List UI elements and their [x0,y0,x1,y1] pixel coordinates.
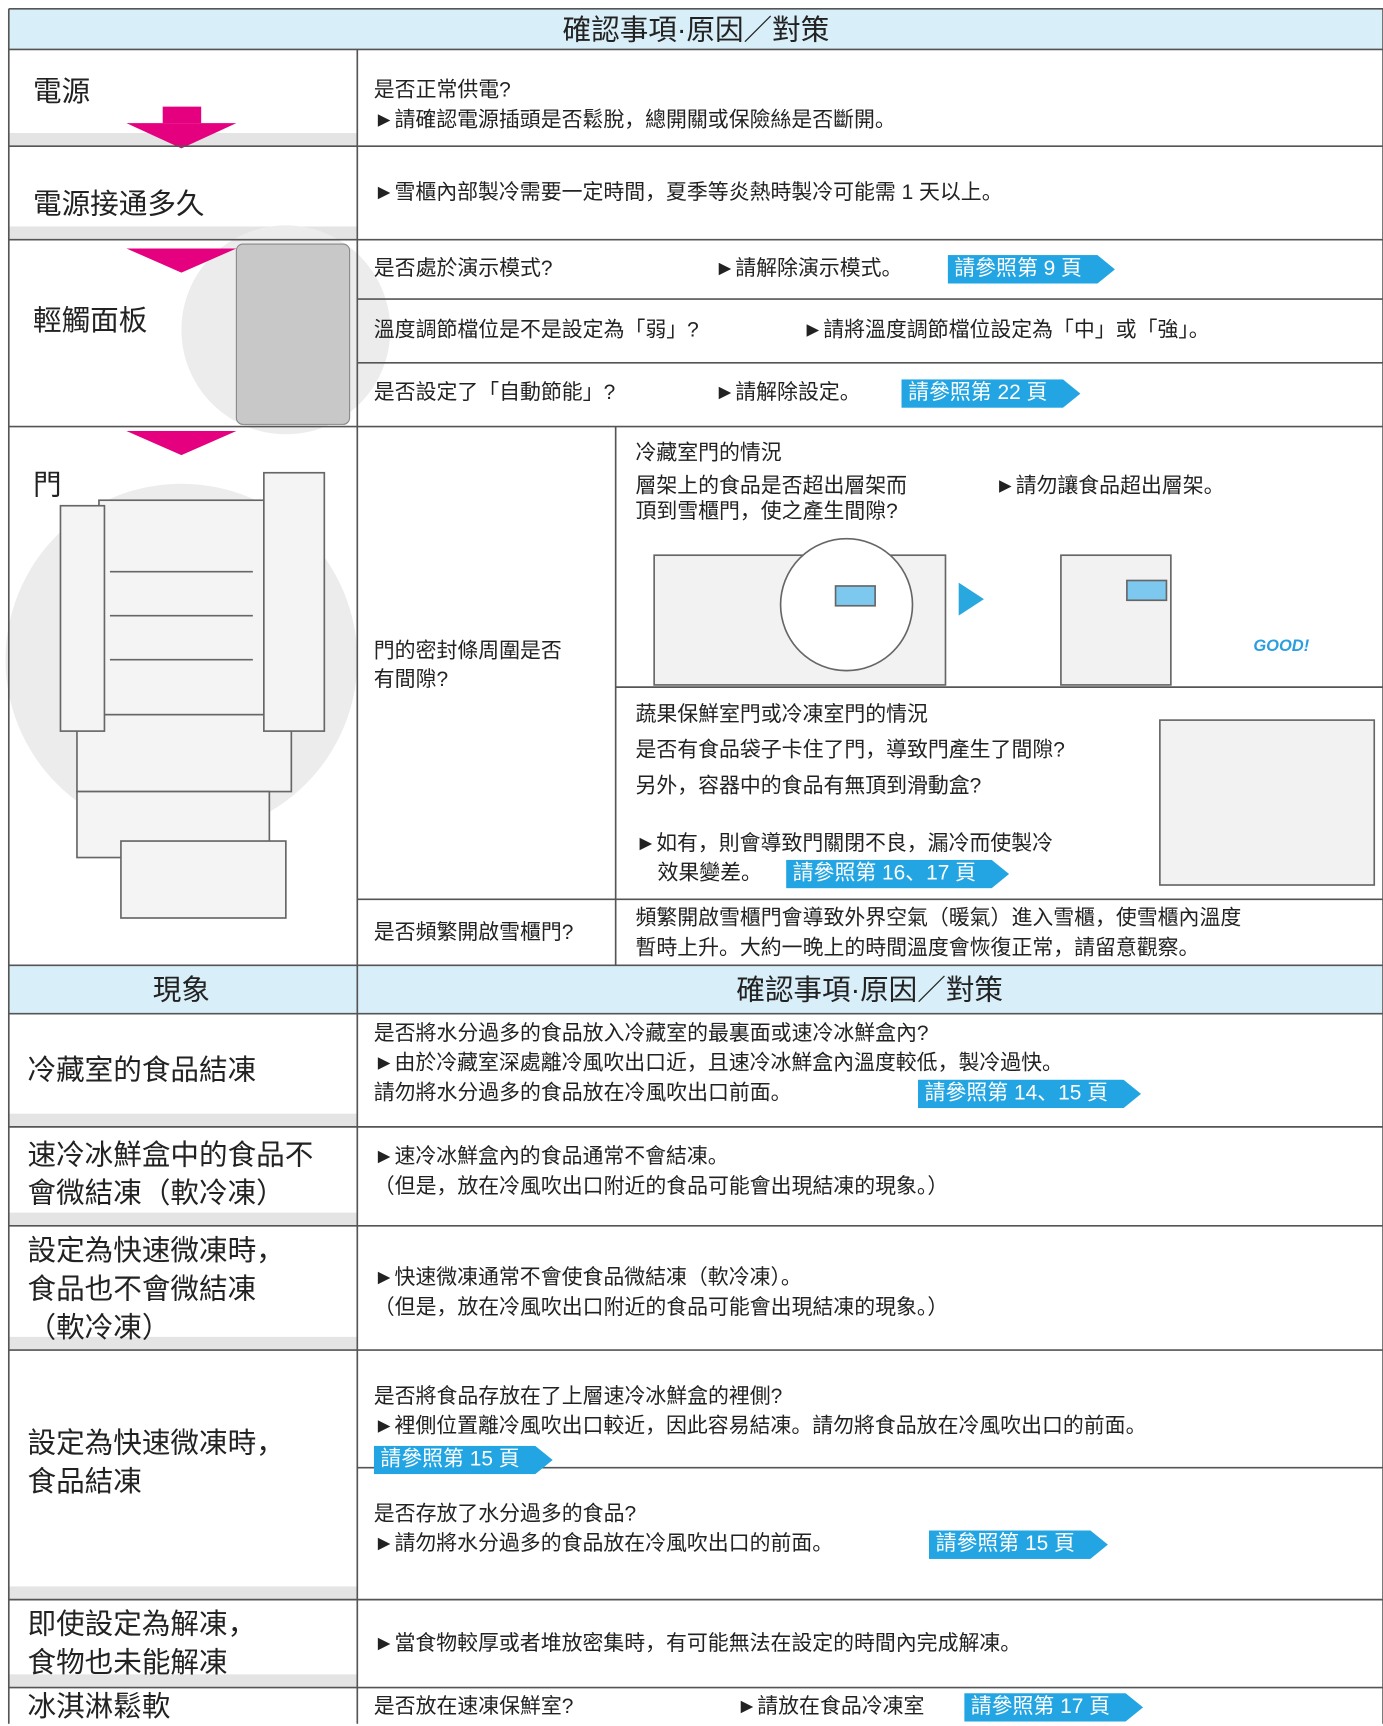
check: 層架上的食品是否超出層架而 [635,474,908,499]
line: 是否將食品存放在了上層速冷冰鮮盒的裡側? [373,1385,783,1409]
touch-panel-illustration [235,243,351,425]
line: ►快速微凍通常不會使食品微結凍（軟冷凍）。 [373,1266,802,1290]
case-title: 冷藏室門的情況 [635,441,782,466]
line: 請勿將水分過多的食品放在冷風吹出口前面。 [373,1081,792,1105]
left-strips [8,133,358,1688]
row-label: 食物也未能解凍 [27,1645,228,1679]
action: ►請解除演示模式。 [714,257,903,281]
page-ref: 請參照第 15 頁 [374,1446,553,1475]
page-ref: 請參照第 14、15 頁 [918,1080,1141,1109]
check: 頂到雪櫃門，使之產生間隙? [635,500,898,524]
check: 另外，容器中的食品有無頂到滑動盒? [635,775,982,799]
check: 是否處於演示模式? [373,257,553,281]
action: ►請將溫度調節檔位設定為「中」或「強」。 [802,318,1210,342]
row-label: 設定為快速微凍時， [27,1425,285,1459]
header-bg [8,8,1383,50]
page-ref: 請參照第 22 頁 [902,379,1081,408]
row-label: （軟冷凍） [27,1310,171,1344]
line: ►請勿將水分過多的食品放在冷風吹出口的前面。 [373,1532,834,1556]
check: 是否有食品袋子卡住了門，導致門產生了間隙? [635,738,1065,762]
line: ►裡側位置離冷風吹出口較近，因此容易結凍。請勿將食品放在冷風吹出口的前面。 [373,1414,1147,1439]
page-ref: 請參照第 16、17 頁 [786,860,1009,889]
row-label: 輕觸面板 [32,303,148,337]
page-ref: 請參照第 15 頁 [929,1530,1108,1559]
action: ►請放在食品冷凍室 [736,1695,925,1719]
line: 是否存放了水分過多的食品? [373,1502,637,1526]
row-label: 門 [32,468,62,502]
check: 是否放在速凍保鮮室? [373,1695,574,1719]
grid-lines [7,7,1383,1724]
page-ref: 請參照第 9 頁 [948,255,1115,284]
row-label: 食品結凍 [27,1464,142,1498]
action: 暫時上升。大約一晚上的時間溫度會恢復正常，請留意觀察。 [635,936,1200,960]
header-title: 確認事項·原因／對策 [736,972,1004,1006]
line: ►速冷冰鮮盒內的食品通常不會結凍。 [373,1145,729,1169]
action: 效果變差。 [657,861,762,886]
line: 是否將水分過多的食品放入冷藏室的最裏面或速冷冰鮮盒內? [373,1022,929,1046]
line: （但是，放在冷風吹出口附近的食品可能會出現結凍的現象。） [373,1296,949,1320]
action: ►請確認電源插頭是否鬆脫，總開關或保險絲是否斷開。 [373,108,896,132]
action: ►雪櫃內部製冷需要一定時間，夏季等炎熱時製冷可能需 1 天以上。 [373,181,1003,205]
fridge-illustration [59,471,326,919]
row-label: 電源接通多久 [32,186,205,220]
row-label: 冰淇淋鬆軟 [27,1689,171,1723]
action: 頻繁開啟雪櫃門會導致外界空氣（暖氣）進入雪櫃，使雪櫃內溫度 [635,907,1242,931]
row-label: 設定為快速微凍時， [27,1233,285,1267]
page-ref: 請參照第 17 頁 [964,1693,1143,1722]
action: ►請解除設定。 [714,381,861,405]
case-title: 蔬果保鮮室門或冷凍室門的情況 [635,703,928,727]
row-label: 會微結凍（軟冷凍） [27,1176,285,1210]
check: 溫度調節檔位是不是設定為「弱」? [373,318,699,342]
row-label: 冷藏室的食品結凍 [27,1053,257,1087]
line: （但是，放在冷風吹出口附近的食品可能會出現結凍的現象。） [373,1175,949,1199]
row-label: 即使設定為解凍， [27,1607,257,1641]
check: 門的密封條周圍是否 [373,639,562,663]
line: ►由於冷藏室深處離冷風吹出口近，且速冷冰鮮盒內溫度較低，製冷過快。 [373,1052,1063,1076]
door-illustration [653,537,1376,886]
action: ►如有，則會導致門關閉不良，漏冷而使製冷 [635,832,1054,856]
action: ►請勿讓食品超出層架。 [994,474,1225,499]
row-label: 速冷冰鮮盒中的食品不 [27,1137,314,1171]
check: 是否頻繁開啟雪櫃門? [373,921,574,945]
line: ►當食物較厚或者堆放密集時，有可能無法在設定的時間內完成解凍。 [373,1632,1022,1656]
check: 是否設定了「自動節能」? [373,381,616,405]
flow-arrows [126,106,237,456]
check: 有間隙? [373,668,449,692]
header-bg [8,965,1383,1014]
check: 是否正常供電? [373,79,511,103]
illustration-label: GOOD! [1253,636,1310,656]
header-symptom: 現象 [152,972,210,1006]
header-title: 確認事項·原因／對策 [562,13,830,47]
row-label: 電源 [32,74,91,108]
row-label: 食品也不會微結凍 [27,1272,257,1305]
